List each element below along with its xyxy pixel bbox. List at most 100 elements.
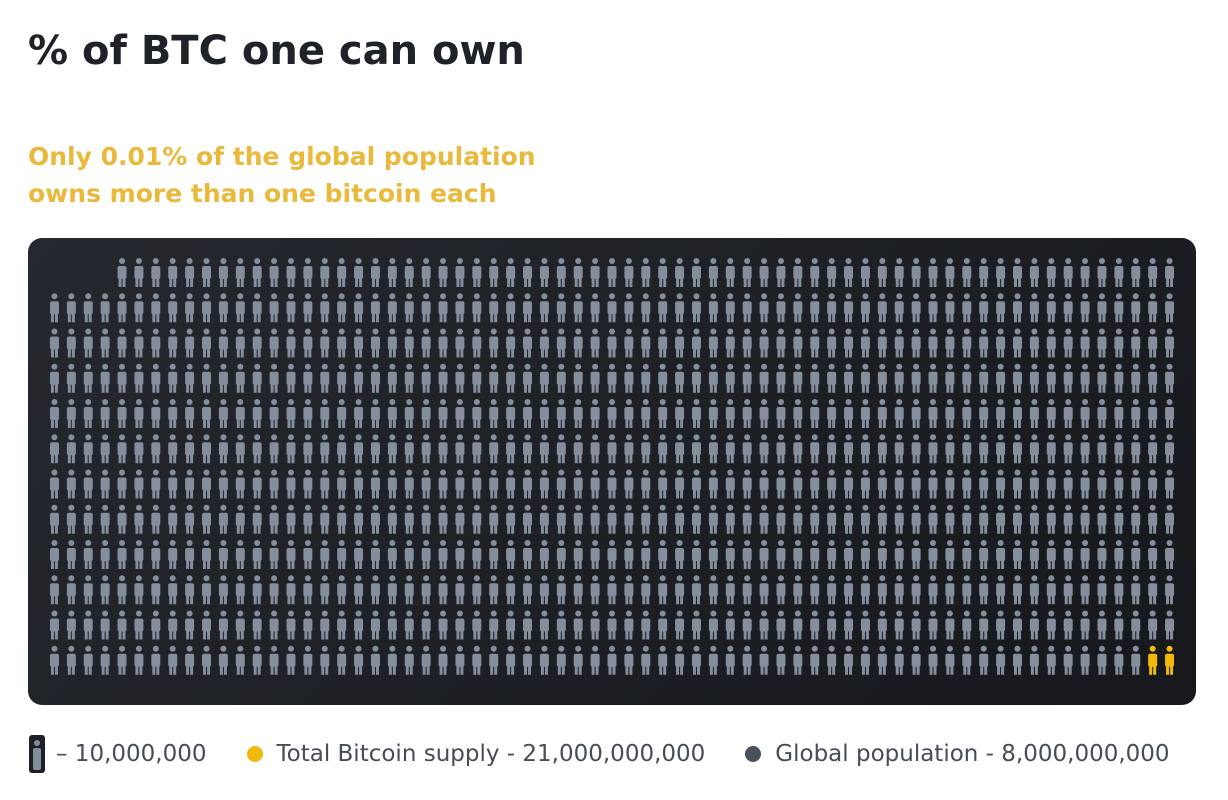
person-icon [117,293,127,323]
person-icon [202,363,212,393]
person-icon [860,504,870,534]
person-icon [641,540,651,569]
person-icon [1063,645,1073,675]
person-icon [100,469,110,499]
person-icon [675,504,685,534]
person-icon [286,363,296,393]
person-icon [624,434,634,464]
person-icon [962,293,972,323]
person-icon [421,434,431,464]
person-icon [1114,469,1124,499]
person-icon [1012,328,1022,358]
person-icon [658,575,668,605]
person-icon [489,575,499,605]
person-icon [759,293,769,323]
person-icon [185,575,195,605]
person-icon [404,540,414,569]
person-icon [556,328,566,358]
person-icon [320,258,330,287]
person-icon [725,610,735,640]
person-icon [235,328,245,358]
person-icon [472,469,482,499]
person-icon [911,258,921,287]
person-icon [658,258,668,287]
person-icon [962,258,972,287]
person-icon [573,399,583,428]
person-icon [607,363,617,393]
person-icon [387,293,397,323]
person-icon [269,363,279,393]
person-icon [269,645,279,675]
person-icon [100,434,110,464]
person-icon [742,328,752,358]
person-icon [523,399,533,428]
person-icon [235,293,245,323]
person-icon [776,575,786,605]
person-icon [370,645,380,675]
person-icon [691,504,701,534]
person-icon [303,504,313,534]
person-icon [793,540,803,569]
person-icon [827,469,837,499]
person-icon [860,293,870,323]
person-icon [472,540,482,569]
person-icon [235,504,245,534]
person-icon [1029,645,1039,675]
person-icon [337,610,347,640]
person-icon [894,540,904,569]
person-icon [945,399,955,428]
person-icon [810,469,820,499]
person-icon [590,645,600,675]
person-icon [877,645,887,675]
person-icon [1114,540,1124,569]
person-icon [945,258,955,287]
person-icon [66,645,76,675]
person-icon [235,363,245,393]
person-icon [962,363,972,393]
person-icon [185,610,195,640]
person-icon [523,610,533,640]
person-icon [928,293,938,323]
person-icon [675,645,685,675]
person-icon [489,399,499,428]
person-icon [539,540,549,569]
person-icon [66,575,76,605]
person-icon [489,645,499,675]
person-icon [708,575,718,605]
person-icon [860,258,870,287]
person-icon [202,399,212,428]
person-icon [523,293,533,323]
person-icon [117,645,127,675]
person-icon [539,328,549,358]
legend-label: – 10,000,000 [56,741,207,767]
person-icon [49,540,59,569]
person-icon [742,293,752,323]
person-icon [134,469,144,499]
person-icon [911,328,921,358]
person-icon [979,328,989,358]
person-icon [1131,504,1141,534]
person-icon [996,540,1006,569]
person-icon [996,434,1006,464]
person-icon [1046,645,1056,675]
person-icon [455,504,465,534]
person-icon [438,540,448,569]
person-icon [759,399,769,428]
person-icon [624,504,634,534]
person-icon [641,575,651,605]
person-icon [455,293,465,323]
person-icon [573,363,583,393]
person-icon [421,504,431,534]
person-icon [455,540,465,569]
person-icon [962,610,972,640]
person-icon [66,610,76,640]
person-icon [523,645,533,675]
person-icon [320,540,330,569]
person-icon [827,504,837,534]
person-icon [1097,293,1107,323]
person-icon [742,469,752,499]
legend-icon [29,735,45,773]
person-icon [675,363,685,393]
person-icon [877,293,887,323]
person-icon [472,399,482,428]
